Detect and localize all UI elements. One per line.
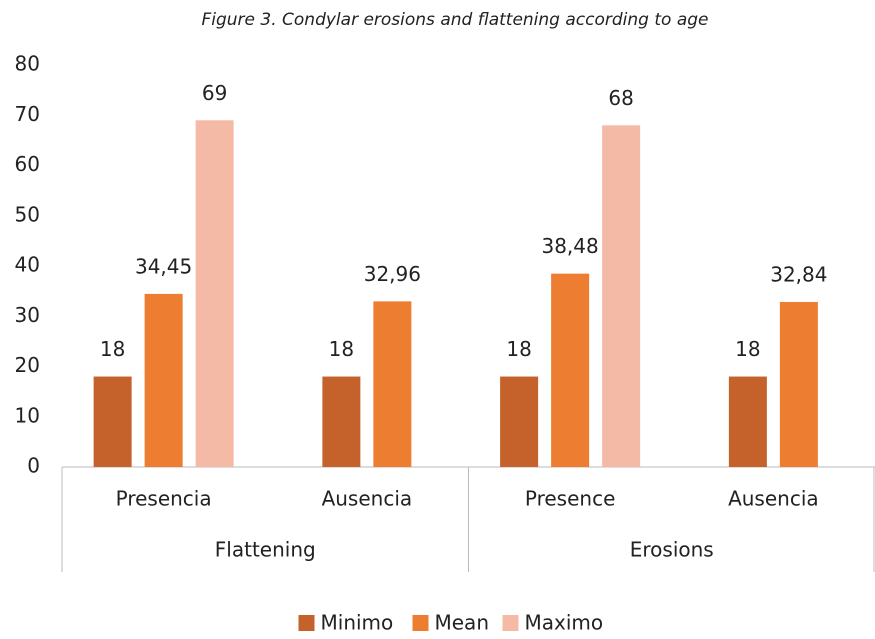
data-label: 32,84: [770, 262, 827, 286]
legend-swatch: [412, 615, 429, 631]
data-label: 69: [202, 81, 227, 105]
y-tick-label: 20: [15, 353, 40, 377]
bar: [195, 120, 234, 468]
data-label: 18: [329, 337, 354, 361]
group-label: Flattening: [215, 538, 316, 562]
data-label: 32,96: [364, 262, 421, 286]
data-label: 68: [608, 86, 633, 110]
bar: [322, 376, 361, 467]
x-tick-label: Presence: [525, 487, 616, 511]
data-label: 18: [100, 337, 125, 361]
bar: [602, 125, 641, 468]
x-tick-label: Presencia: [116, 487, 212, 511]
legend-swatch: [298, 615, 315, 631]
y-tick-label: 50: [15, 202, 40, 226]
y-tick-label: 80: [15, 52, 40, 76]
bar: [500, 376, 539, 467]
x-tick-label: Ausencia: [322, 487, 413, 511]
bar: [728, 376, 767, 467]
bar: [144, 293, 183, 467]
y-tick-label: 70: [15, 102, 40, 126]
legend-label: Mean: [435, 611, 490, 635]
data-label: 38,48: [541, 234, 598, 258]
group-label: Erosions: [630, 538, 714, 562]
bar: [93, 376, 132, 467]
y-tick-label: 60: [15, 152, 40, 176]
x-tick-label: Ausencia: [728, 487, 819, 511]
y-tick-label: 40: [15, 253, 40, 277]
y-tick-label: 30: [15, 303, 40, 327]
y-tick-label: 0: [27, 454, 40, 478]
legend-label: Maximo: [525, 611, 604, 635]
legend-label: Minimo: [321, 611, 394, 635]
legend-swatch: [502, 615, 519, 631]
bar: [551, 273, 590, 467]
chart-title: Figure 3. Condylar erosions and flatteni…: [201, 10, 708, 30]
bar: [779, 301, 818, 467]
data-label: 18: [735, 337, 760, 361]
data-label: 34,45: [135, 254, 192, 278]
data-label: 18: [506, 337, 531, 361]
y-tick-label: 10: [15, 403, 40, 427]
bar: [373, 301, 412, 467]
